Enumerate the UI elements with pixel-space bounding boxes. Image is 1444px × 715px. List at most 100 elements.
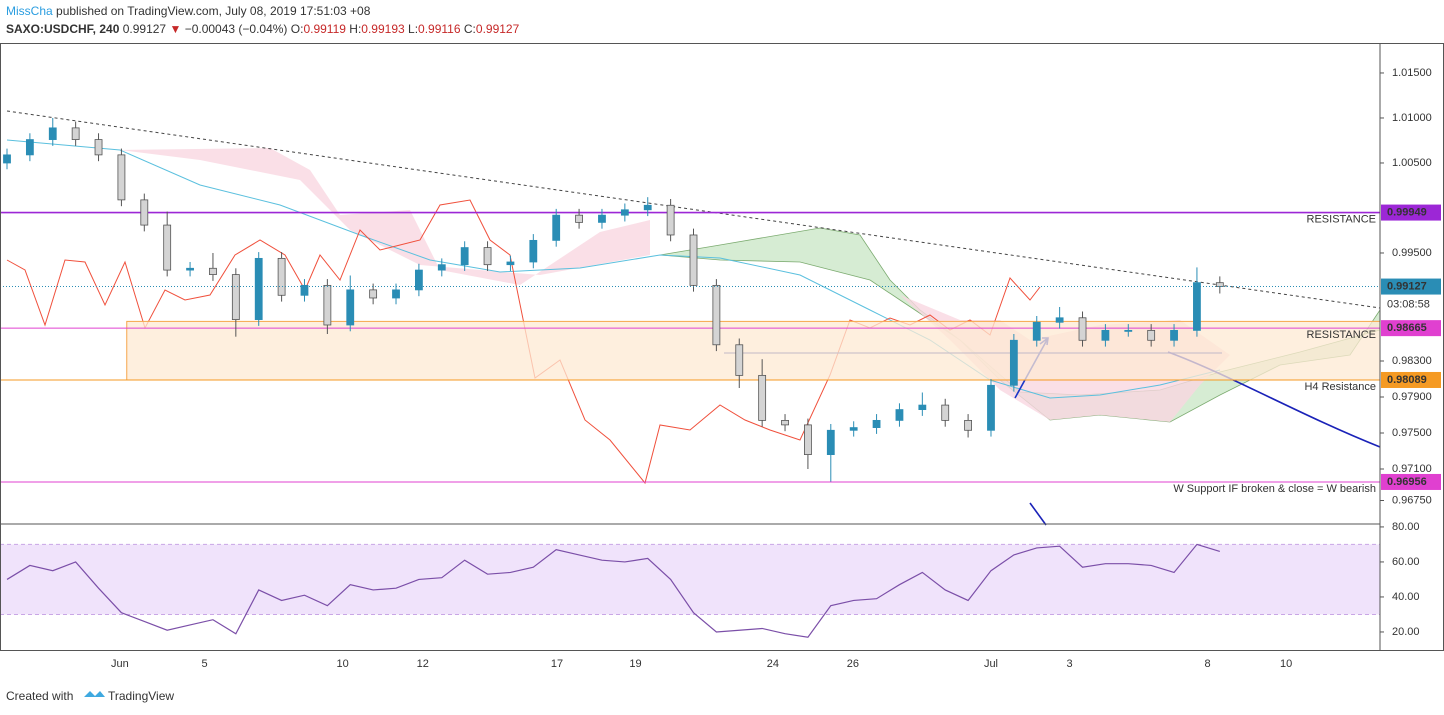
y-tick-label: 0.97500 — [1392, 427, 1432, 439]
level-text: RESISTANCE — [1307, 213, 1376, 225]
price-tag — [1381, 473, 1441, 490]
candle-body — [1147, 329, 1156, 341]
candle-body — [186, 267, 194, 271]
price-tag-label: 0.98089 — [1387, 374, 1427, 386]
price-tag — [1381, 278, 1441, 295]
candle-body — [94, 139, 103, 156]
x-tick-label: 10 — [336, 658, 348, 670]
candle-body — [392, 289, 400, 299]
c: 0.99127 — [476, 22, 520, 36]
rsi-band — [0, 544, 1380, 615]
candle-body — [552, 214, 561, 241]
x-tick-label: Jul — [984, 658, 998, 670]
footer: Created with — [6, 689, 73, 703]
price-tag-label: 0.96956 — [1387, 476, 1427, 488]
price-tag — [1381, 204, 1441, 221]
candle-body — [437, 264, 446, 271]
candle-body — [849, 427, 858, 431]
projection — [1029, 502, 1047, 526]
h: 0.99193 — [361, 22, 405, 36]
rsi-line — [6, 543, 1220, 638]
candle-body — [3, 154, 11, 164]
change: −0.00043 (−0.04%) — [185, 22, 288, 36]
candle-body — [346, 289, 355, 326]
candle-body — [1101, 329, 1110, 341]
candle-body — [895, 409, 904, 421]
candle-body — [1124, 329, 1133, 332]
candle-body — [872, 419, 881, 428]
y-tick-label: 0.97900 — [1392, 391, 1432, 403]
y-tick-label: 1.01500 — [1392, 67, 1432, 79]
x-tick-label: Jun — [111, 658, 129, 670]
zone — [126, 320, 1381, 381]
candle-body — [369, 289, 378, 299]
y-tick-label: 80.00 — [1392, 521, 1420, 533]
last: 0.99127 — [123, 22, 167, 36]
candle-body — [1078, 317, 1087, 341]
countdown: 03:08:58 — [1387, 298, 1430, 310]
candle-body — [163, 224, 172, 271]
x-tick-label: 5 — [201, 658, 207, 670]
candle-body — [941, 404, 950, 421]
candle-body — [781, 419, 789, 426]
price-tag-label: 0.98665 — [1387, 322, 1427, 334]
candle-body — [529, 239, 538, 263]
candle-body — [277, 257, 286, 296]
candle-body — [712, 284, 721, 346]
candle-body — [826, 429, 835, 455]
y-tick-label: 40.00 — [1392, 591, 1420, 603]
candle-body — [140, 199, 149, 226]
candle-body — [254, 257, 263, 320]
candle-body — [575, 214, 583, 223]
brand[interactable]: TradingView — [108, 689, 174, 703]
c-label: C: — [464, 22, 476, 36]
level-text: RESISTANCE — [1307, 329, 1376, 341]
legend: SAXO:USDCHF, 240 0.99127 ▼ −0.00043 (−0.… — [6, 22, 520, 36]
candle-body — [231, 274, 240, 320]
arrow: ▼ — [169, 22, 181, 36]
o-label: O: — [291, 22, 304, 36]
price-tag-label: 0.99949 — [1387, 206, 1427, 218]
symbol: SAXO:USDCHF, 240 — [6, 22, 120, 36]
candle-body — [1055, 317, 1064, 323]
published: published on TradingView.com, July 08, 2… — [56, 4, 371, 18]
l: 0.99116 — [418, 22, 461, 36]
lagging-line — [6, 199, 1041, 485]
x-tick-label: 8 — [1205, 658, 1211, 670]
candle-body — [1009, 339, 1018, 386]
cloud-bear — [120, 148, 650, 285]
candle-body — [666, 204, 675, 236]
candle-body — [323, 284, 332, 326]
candle-body — [460, 247, 469, 266]
candle-body — [483, 247, 492, 266]
candle-body — [506, 261, 515, 266]
author: MissCha — [6, 4, 53, 18]
candle-body — [300, 284, 309, 296]
logo — [84, 691, 105, 697]
y-tick-label: 0.98300 — [1392, 355, 1432, 367]
candle-body — [620, 209, 629, 216]
x-tick-label: 19 — [629, 658, 641, 670]
x-tick-label: 26 — [847, 658, 859, 670]
candle-body — [1170, 329, 1178, 341]
candle-body — [689, 234, 698, 286]
candle-body — [643, 204, 652, 211]
candle-body — [987, 384, 995, 431]
candle-body — [71, 127, 80, 140]
price-tag — [1381, 371, 1441, 388]
candle-body — [48, 127, 57, 140]
candle-body — [117, 154, 126, 201]
y-tick-label: 1.01000 — [1392, 112, 1432, 124]
level-text: H4 Resistance — [1304, 381, 1376, 393]
candle-body — [735, 344, 744, 376]
x-tick-label: 24 — [767, 658, 779, 670]
candle-body — [964, 419, 972, 431]
l-label: L: — [408, 22, 418, 36]
candle-body — [758, 374, 767, 421]
candle-body — [804, 424, 812, 455]
candle-body — [25, 139, 34, 156]
plot: RESISTANCE RESISTANCE H4 Resistance W Suppo… — [0, 67, 1441, 670]
y-tick-label: 20.00 — [1392, 626, 1420, 638]
x-tick-label: 12 — [417, 658, 429, 670]
